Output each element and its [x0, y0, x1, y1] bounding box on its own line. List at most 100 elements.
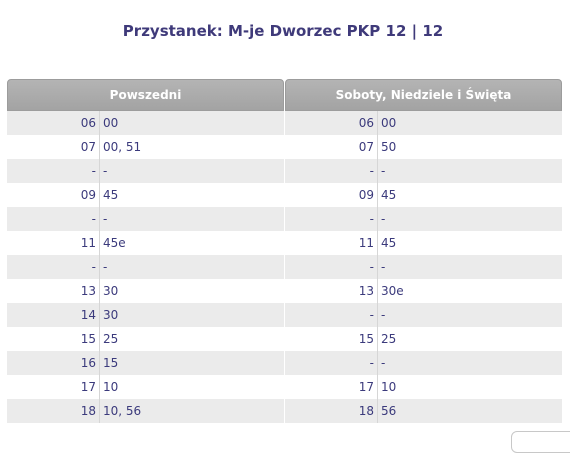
table-row: -- [285, 207, 562, 231]
page-title: Przystanek: M-je Dworzec PKP 12 | 12 [122, 22, 444, 40]
hour-cell: 17 [80, 380, 96, 394]
column-divider [377, 207, 378, 231]
column-divider [377, 279, 378, 303]
hour-cell: 16 [80, 356, 96, 370]
hour-cell: 06 [80, 116, 96, 130]
hour-cell: - [91, 212, 96, 226]
hour-cell: - [369, 356, 374, 370]
column-divider [377, 159, 378, 183]
minutes-cell: 00 [103, 116, 119, 130]
column-divider [377, 255, 378, 279]
minutes-cell: 10 [103, 380, 119, 394]
minutes-cell: - [381, 164, 386, 178]
hour-cell: 11 [80, 236, 96, 250]
minutes-cell: - [381, 212, 386, 226]
hour-cell: - [369, 260, 374, 274]
table-row: -- [285, 255, 562, 279]
minutes-cell: - [103, 260, 108, 274]
table-row: -- [285, 351, 562, 375]
table-row: 11 45e [7, 231, 284, 255]
column-divider [99, 279, 100, 303]
weekday-column: Powszedni 06 00 07 00, 51- -09 45- -11 45e - -13 3… [7, 79, 284, 423]
column-divider [377, 375, 378, 399]
table-row: -- [7, 207, 284, 231]
column-divider [377, 183, 378, 207]
column-divider [377, 135, 378, 159]
column-divider [99, 183, 100, 207]
minutes-cell: 30 [103, 308, 119, 322]
minutes-cell: 10 [381, 380, 397, 394]
column-divider [99, 135, 100, 159]
table-row: 13 30e [285, 279, 562, 303]
hour-cell: 13 [80, 284, 96, 298]
column-divider [99, 303, 100, 327]
weekday-header: Powszedni [7, 79, 284, 111]
hour-cell: 15 [80, 332, 96, 346]
table-row: 15 25 [285, 327, 562, 351]
hour-cell: - [369, 308, 374, 322]
corner-widget[interactable] [511, 431, 570, 453]
column-divider [377, 111, 378, 135]
column-divider [377, 399, 378, 423]
minutes-cell: - [381, 260, 386, 274]
column-divider [377, 231, 378, 255]
minutes-cell: 56 [381, 404, 397, 418]
table-row: 09 45 [7, 183, 284, 207]
minutes-cell: - [103, 164, 108, 178]
column-divider [99, 351, 100, 375]
table-row: 18 10, 56 [7, 399, 284, 423]
minutes-cell: 15 [103, 356, 119, 370]
hour-cell: 06 [358, 116, 374, 130]
hour-cell: 11 [358, 236, 374, 250]
hour-cell: 07 [358, 140, 374, 154]
column-divider [99, 327, 100, 351]
hour-cell: 13 [358, 284, 374, 298]
minutes-cell: 25 [103, 332, 119, 346]
table-row: 17 10 [285, 375, 562, 399]
table-row: -- [7, 159, 284, 183]
hour-cell: 14 [80, 308, 96, 322]
minutes-cell: 45 [381, 236, 397, 250]
minutes-cell: 10, 56 [103, 404, 142, 418]
weekday-rows: 06 00 07 00, 51- -09 45- -11 45e - -13 30 14 30 15 25 1… [7, 111, 284, 423]
column-divider [99, 111, 100, 135]
table-row: 07 50 [285, 135, 562, 159]
weekend-rows: 06 00 07 50- -09 45- -11 45- -13 30e - -15 25- -17 10 1… [285, 111, 562, 423]
weekend-column: Soboty, Niedziele i Święta 06 00 07 50- -09 4… [285, 79, 562, 423]
table-row: 18 56 [285, 399, 562, 423]
hour-cell: - [369, 164, 374, 178]
minutes-cell: 00, 51 [103, 140, 142, 154]
table-row: 16 15 [7, 351, 284, 375]
table-row: 09 45 [285, 183, 562, 207]
column-divider [99, 255, 100, 279]
table-row: 06 00 [285, 111, 562, 135]
column-divider [99, 399, 100, 423]
table-row: -- [7, 255, 284, 279]
table-row: -- [285, 159, 562, 183]
hour-cell: 09 [80, 188, 96, 202]
table-row: 07 00, 51 [7, 135, 284, 159]
hour-cell: - [369, 212, 374, 226]
minutes-cell: 25 [381, 332, 397, 346]
hour-cell: - [91, 260, 96, 274]
weekend-header: Soboty, Niedziele i Święta [285, 79, 562, 111]
table-row: 13 30 [7, 279, 284, 303]
minutes-cell: 50 [381, 140, 397, 154]
minutes-cell: 45 [103, 188, 119, 202]
table-row: -- [285, 303, 562, 327]
minutes-cell: - [381, 356, 386, 370]
minutes-cell: - [381, 308, 386, 322]
column-divider [377, 351, 378, 375]
column-divider [377, 303, 378, 327]
table-row: 15 25 [7, 327, 284, 351]
hour-cell: 18 [358, 404, 374, 418]
column-divider [99, 231, 100, 255]
minutes-cell: 30 [103, 284, 119, 298]
minutes-cell: 00 [381, 116, 397, 130]
hour-cell: 09 [358, 188, 374, 202]
hour-cell: 07 [80, 140, 96, 154]
table-row: 11 45 [285, 231, 562, 255]
minutes-cell: 30e [381, 284, 404, 298]
table-row: 17 10 [7, 375, 284, 399]
column-divider [99, 159, 100, 183]
